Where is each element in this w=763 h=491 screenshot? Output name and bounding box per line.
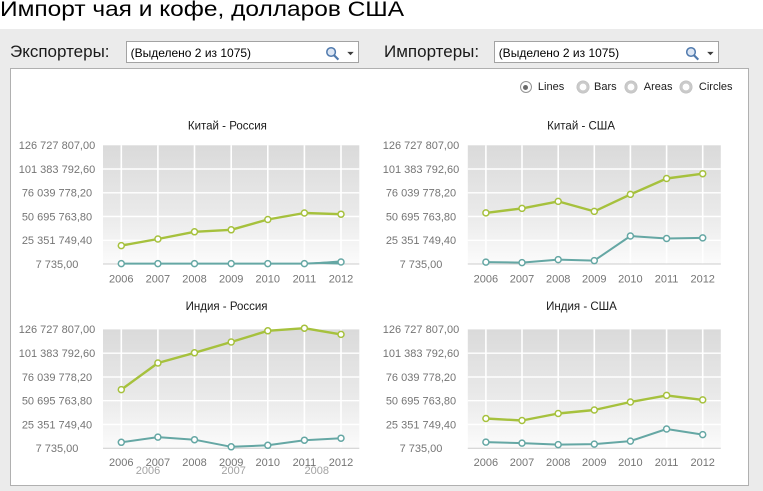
svg-text:76 039 778,20: 76 039 778,20	[22, 372, 92, 384]
svg-text:50 695 763,80: 50 695 763,80	[386, 211, 456, 223]
svg-text:25 351 749,40: 25 351 749,40	[22, 235, 92, 247]
svg-text:2007: 2007	[510, 274, 534, 286]
svg-text:25 351 749,40: 25 351 749,40	[386, 235, 456, 247]
svg-text:2009: 2009	[219, 274, 243, 286]
svg-text:2009: 2009	[582, 274, 606, 286]
svg-text:7 735,00: 7 735,00	[36, 443, 79, 455]
svg-text:2008: 2008	[546, 274, 570, 286]
svg-text:2011: 2011	[293, 457, 317, 469]
svg-text:2010: 2010	[256, 457, 280, 469]
svg-text:101 383 792,60: 101 383 792,60	[19, 348, 95, 360]
svg-text:2008: 2008	[182, 274, 206, 286]
svg-text:Китай - Россия: Китай - Россия	[188, 121, 267, 133]
svg-text:50 695 763,80: 50 695 763,80	[22, 396, 92, 408]
svg-text:2010: 2010	[256, 274, 280, 286]
svg-text:76 039 778,20: 76 039 778,20	[386, 188, 456, 200]
svg-text:101 383 792,60: 101 383 792,60	[19, 164, 95, 176]
svg-text:2007: 2007	[510, 457, 534, 469]
svg-text:7 735,00: 7 735,00	[36, 259, 79, 271]
svg-text:2012: 2012	[329, 457, 353, 469]
svg-text:2012: 2012	[690, 274, 714, 286]
svg-text:2006: 2006	[109, 457, 133, 469]
svg-text:76 039 778,20: 76 039 778,20	[386, 372, 456, 384]
svg-text:2012: 2012	[690, 457, 714, 469]
svg-text:2007: 2007	[146, 457, 170, 469]
svg-text:2006: 2006	[474, 274, 498, 286]
svg-text:126 727 807,00: 126 727 807,00	[19, 140, 95, 152]
svg-text:2008: 2008	[546, 457, 570, 469]
svg-text:76 039 778,20: 76 039 778,20	[22, 188, 92, 200]
svg-text:126 727 807,00: 126 727 807,00	[383, 140, 459, 152]
svg-text:2008: 2008	[305, 465, 329, 477]
svg-text:101 383 792,60: 101 383 792,60	[383, 348, 459, 360]
svg-text:101 383 792,60: 101 383 792,60	[383, 164, 459, 176]
svg-text:2011: 2011	[655, 274, 679, 286]
svg-text:50 695 763,80: 50 695 763,80	[386, 396, 456, 408]
svg-text:2009: 2009	[219, 457, 243, 469]
svg-text:2010: 2010	[618, 274, 642, 286]
svg-text:2008: 2008	[182, 457, 206, 469]
svg-text:Китай - США: Китай - США	[547, 121, 615, 133]
svg-text:2007: 2007	[146, 274, 170, 286]
svg-text:25 351 749,40: 25 351 749,40	[22, 419, 92, 431]
svg-text:2011: 2011	[655, 457, 679, 469]
svg-text:2009: 2009	[582, 457, 606, 469]
svg-text:2012: 2012	[329, 274, 353, 286]
svg-text:2006: 2006	[136, 465, 160, 477]
svg-text:126 727 807,00: 126 727 807,00	[383, 324, 459, 336]
svg-text:2006: 2006	[109, 274, 133, 286]
svg-text:25 351 749,40: 25 351 749,40	[386, 419, 456, 431]
svg-text:2007: 2007	[221, 465, 245, 477]
svg-text:7 735,00: 7 735,00	[400, 443, 443, 455]
svg-text:Индия - Россия: Индия - Россия	[186, 301, 268, 313]
svg-text:7 735,00: 7 735,00	[400, 259, 443, 271]
svg-text:126 727 807,00: 126 727 807,00	[19, 324, 95, 336]
svg-text:2010: 2010	[618, 457, 642, 469]
svg-text:2011: 2011	[293, 274, 317, 286]
svg-text:50 695 763,80: 50 695 763,80	[22, 211, 92, 223]
svg-text:Индия - США: Индия - США	[546, 301, 617, 313]
svg-text:2006: 2006	[474, 457, 498, 469]
